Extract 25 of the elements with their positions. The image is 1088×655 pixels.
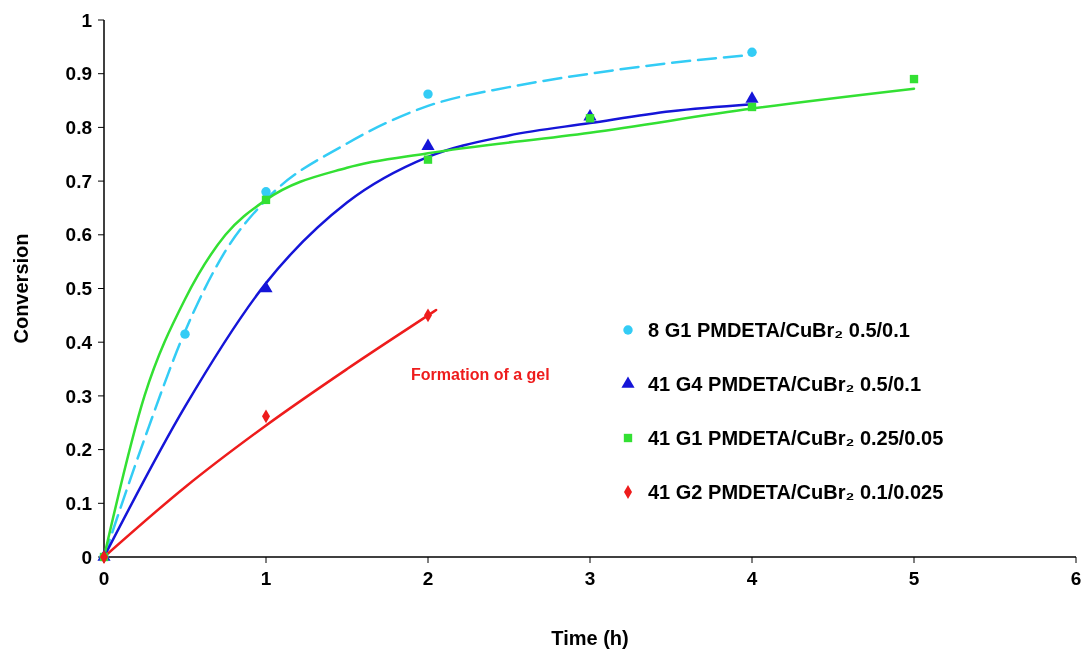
x-tick-label: 4 [746,568,758,589]
x-tick-label: 1 [260,568,272,589]
x-tick-label: 0 [98,568,110,589]
y-tick-label: 0.6 [65,224,92,246]
x-tick-label: 6 [1070,568,1082,589]
annotation: Formation of a gel [411,366,550,383]
y-axis-title: Conversion [10,233,32,344]
x-tick-label: 5 [908,568,920,589]
y-tick-label: 0.1 [65,492,93,514]
y-tick-label: 1 [81,9,93,31]
y-tick-label: 0.7 [65,170,92,192]
legend-label: 8 G1 PMDETA/CuBr₂ 0.5/0.1 [648,319,910,341]
x-tick-label: 3 [584,568,596,589]
y-tick-label: 0.9 [65,63,92,85]
y-tick-label: 0.3 [65,385,92,407]
x-axis-title: Time (h) [551,627,629,649]
legend-label: 41 G1 PMDETA/CuBr₂ 0.25/0.05 [648,427,944,449]
legend-label: 41 G4 PMDETA/CuBr₂ 0.5/0.1 [648,373,922,395]
y-tick-label: 0.4 [65,331,93,353]
y-tick-label: 0 [81,546,92,568]
y-tick-label: 0.2 [65,439,92,461]
legend-label: 41 G2 PMDETA/CuBr₂ 0.1/0.025 [648,481,944,503]
y-tick-label: 0.5 [65,278,93,300]
y-tick-label: 0.8 [65,117,92,139]
x-tick-label: 2 [422,568,434,589]
